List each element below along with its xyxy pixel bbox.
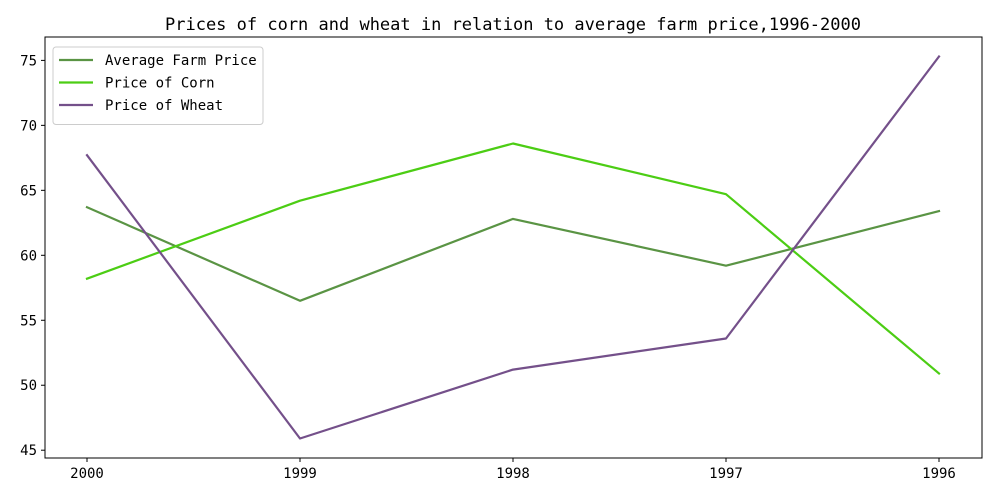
y-tick-label: 65 (20, 183, 37, 199)
y-tick-label: 55 (20, 313, 37, 329)
series-line-price-of-corn (85, 142, 941, 376)
y-tick-label: 70 (20, 118, 37, 134)
x-tick-label: 1997 (709, 466, 743, 482)
x-axis: 2000 1999 1998 1997 1996 (70, 458, 956, 482)
x-tick-label: 1999 (283, 466, 317, 482)
series-line-price-of-wheat (85, 54, 941, 440)
legend-label: Price of Wheat (105, 98, 223, 114)
y-tick-label: 75 (20, 53, 37, 69)
plot-frame (44, 36, 983, 459)
x-tick-label: 1998 (496, 466, 530, 482)
legend: Average Farm Price Price of Corn Price of … (52, 46, 264, 125)
legend-label: Average Farm Price (105, 53, 257, 69)
chart-title: Prices of corn and wheat in relation to … (165, 15, 861, 35)
y-axis: 45 50 55 60 65 70 75 (20, 53, 45, 459)
series-layer (85, 54, 941, 440)
y-tick-label: 50 (20, 378, 37, 394)
x-tick-label: 1996 (922, 466, 956, 482)
x-tick-label: 2000 (70, 466, 104, 482)
legend-label: Price of Corn (105, 76, 215, 92)
y-tick-label: 60 (20, 248, 37, 264)
series-line-average-farm-price (85, 205, 941, 302)
y-tick-label: 45 (20, 443, 37, 459)
legend-box (52, 46, 264, 125)
